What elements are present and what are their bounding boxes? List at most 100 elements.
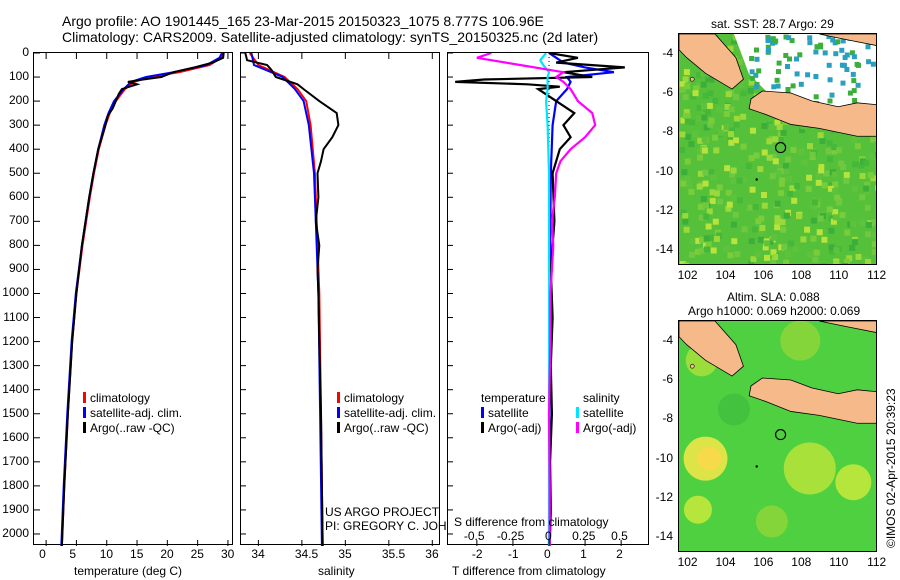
sst-pixel: [689, 238, 696, 245]
sst-pixel: [703, 202, 709, 209]
sst-pixel: [768, 123, 775, 130]
map-y-tick-label: -14: [655, 242, 673, 257]
x-tick-label: 5: [69, 547, 77, 561]
sst-pixel: [733, 137, 740, 144]
sst-pixel: [688, 141, 695, 148]
sst-pixel: [851, 54, 857, 60]
sst-pixel: [690, 93, 697, 100]
x-tick-label: 35: [338, 547, 352, 561]
sst-pixel: [776, 69, 781, 75]
sst-pixel: [870, 61, 876, 67]
sst-pixel: [730, 194, 737, 201]
sst-pixel: [798, 148, 805, 155]
sst-pixel: [724, 103, 731, 110]
sst-pixel: [794, 71, 800, 77]
sst-pixel: [807, 251, 813, 258]
sst-pixel: [801, 159, 808, 166]
sst-pixel: [699, 247, 706, 254]
sst-pixel: [770, 234, 777, 241]
y-tick-label: 1900: [2, 501, 29, 516]
sst-pixel: [729, 171, 736, 178]
x-tick-label-s: -0.25: [496, 529, 525, 543]
sst-pixel: [756, 68, 762, 74]
sst-pixel: [740, 113, 747, 120]
x-tick-label-t: 2: [616, 547, 623, 561]
sst-pixel: [866, 59, 872, 65]
sst-pixel: [726, 201, 733, 208]
sst-pixel: [693, 85, 700, 92]
land-sumatra: [679, 34, 744, 90]
sla-contour: [835, 464, 872, 501]
sst-pixel: [682, 76, 689, 83]
sst-pixel: [849, 244, 856, 251]
sst-pixel: [741, 226, 748, 233]
x-tick-label: 30: [220, 547, 235, 561]
sst-pixel: [710, 174, 717, 181]
sst-pixel: [700, 195, 707, 202]
difference-legend-temperature: temperature satellite Argo(-adj): [481, 391, 546, 436]
series-line-argo-raw-qc-: [244, 53, 340, 546]
sst-pixel: [821, 236, 828, 243]
sst-pixel: [713, 235, 720, 242]
sst-pixel: [817, 132, 824, 139]
sst-pixel: [765, 34, 771, 40]
sst-pixel: [875, 144, 876, 151]
sst-pixel: [708, 168, 715, 175]
sst-pixel: [697, 154, 703, 161]
sst-pixel: [679, 81, 686, 88]
legend-s-satellite: satellite: [576, 406, 636, 421]
sst-pixel: [724, 165, 731, 172]
sst-pixel: [831, 171, 838, 178]
sst-pixel: [853, 133, 860, 140]
sst-pixel: [826, 62, 832, 68]
sst-pixel: [708, 117, 715, 124]
sst-pixel: [864, 181, 871, 188]
sst-pixel: [813, 49, 819, 55]
sst-pixel: [755, 218, 762, 225]
sst-pixel: [717, 129, 724, 136]
sst-pixel: [765, 44, 771, 50]
legend-swatch-argo: [83, 422, 86, 433]
map-y-tick-label: -4: [662, 45, 673, 60]
legend-swatch-s-argo: [576, 422, 579, 433]
sst-pixel: [843, 172, 850, 179]
sst-pixel: [737, 81, 744, 88]
sst-pixel: [707, 121, 714, 128]
sst-pixel: [777, 136, 784, 143]
x-tick-label: 15: [130, 547, 144, 561]
sst-pixel: [762, 244, 769, 251]
sst-pixel: [683, 226, 690, 233]
sst-pixel: [807, 143, 813, 150]
sst-pixel: [713, 190, 720, 197]
sst-pixel: [859, 173, 866, 179]
legend-label: Argo(..raw -QC): [90, 421, 175, 435]
sst-pixel: [692, 131, 699, 138]
map-x-tick-label: 106: [753, 268, 774, 282]
sst-pixel: [697, 137, 704, 144]
sla-map-title-1: Altim. SLA: 0.088: [727, 290, 820, 304]
sst-pixel: [826, 156, 833, 163]
sst-pixel: [859, 194, 866, 201]
sst-pixel: [682, 94, 689, 101]
sst-pixel: [707, 90, 714, 97]
sst-pixel: [730, 177, 737, 184]
sst-pixel: [865, 222, 872, 228]
y-tick-label: 300: [8, 117, 29, 132]
sst-pixel: [757, 236, 764, 243]
sst-pixel: [766, 138, 773, 145]
legend-label: satellite: [583, 406, 624, 420]
legend-swatch-argo: [337, 422, 340, 433]
sst-pixel: [812, 256, 819, 263]
y-tick-label: 1300: [2, 357, 29, 372]
sst-pixel: [785, 64, 790, 69]
x-tick-label-s: -0.5: [463, 529, 485, 543]
temperature-legend: climatology satellite-adj. clim. Argo(..…: [83, 391, 182, 436]
y-tick-label: 200: [8, 93, 29, 108]
sst-pixel: [855, 82, 861, 88]
sst-pixel: [712, 218, 719, 225]
sst-pixel: [847, 90, 853, 96]
sst-pixel: [809, 151, 816, 158]
sst-pixel: [684, 175, 691, 182]
sst-pixel: [749, 69, 755, 75]
legend-label: satellite-adj. clim.: [344, 406, 437, 420]
